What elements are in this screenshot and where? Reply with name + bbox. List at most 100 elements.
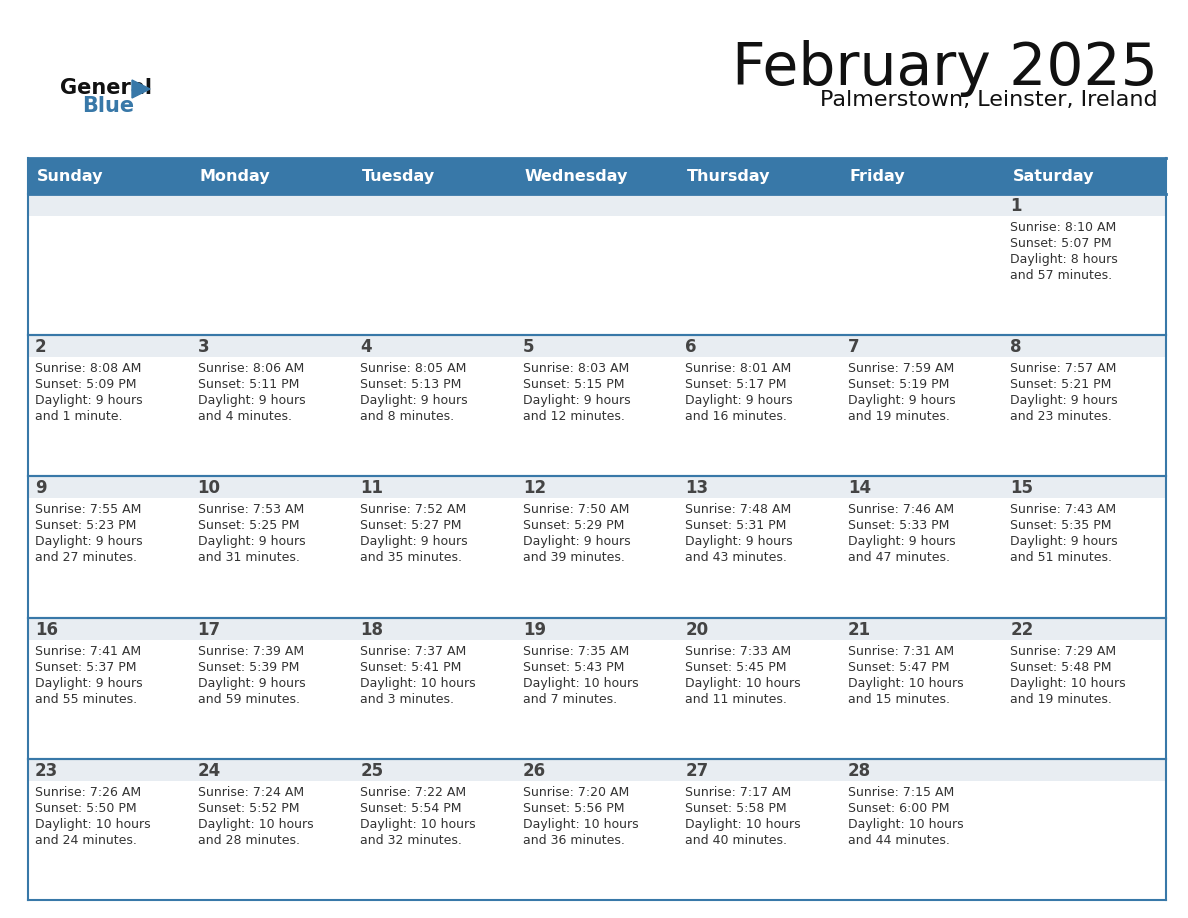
- Text: Daylight: 9 hours: Daylight: 9 hours: [34, 394, 143, 408]
- Text: Blue: Blue: [82, 96, 134, 116]
- Text: Sunrise: 7:55 AM: Sunrise: 7:55 AM: [34, 503, 141, 517]
- Text: Sunset: 5:58 PM: Sunset: 5:58 PM: [685, 801, 786, 815]
- Text: Sunset: 5:54 PM: Sunset: 5:54 PM: [360, 801, 462, 815]
- Bar: [353, 194, 516, 335]
- Text: Sunrise: 7:24 AM: Sunrise: 7:24 AM: [197, 786, 304, 799]
- Text: and 4 minutes.: and 4 minutes.: [197, 410, 291, 423]
- Bar: [678, 476, 841, 498]
- Text: Sunrise: 7:29 AM: Sunrise: 7:29 AM: [1011, 644, 1117, 657]
- Text: and 11 minutes.: and 11 minutes.: [685, 692, 788, 706]
- Text: Sunset: 5:13 PM: Sunset: 5:13 PM: [360, 378, 461, 391]
- Bar: [1004, 335, 1165, 476]
- Text: and 47 minutes.: and 47 minutes.: [848, 552, 950, 565]
- Bar: [29, 335, 190, 476]
- Text: 7: 7: [848, 338, 859, 356]
- Text: Sunrise: 7:57 AM: Sunrise: 7:57 AM: [1011, 363, 1117, 375]
- Bar: [516, 476, 678, 498]
- Text: and 23 minutes.: and 23 minutes.: [1011, 410, 1112, 423]
- Text: Monday: Monday: [200, 169, 270, 184]
- Bar: [678, 618, 841, 759]
- Bar: [841, 194, 1004, 335]
- Bar: [841, 618, 1004, 640]
- Text: Sunrise: 7:35 AM: Sunrise: 7:35 AM: [523, 644, 628, 657]
- Text: and 1 minute.: and 1 minute.: [34, 410, 122, 423]
- Text: 5: 5: [523, 338, 535, 356]
- Bar: [516, 158, 678, 194]
- Bar: [353, 759, 516, 900]
- Text: Sunset: 5:33 PM: Sunset: 5:33 PM: [848, 520, 949, 532]
- Bar: [678, 158, 841, 194]
- Bar: [678, 194, 841, 335]
- Text: Sunrise: 8:08 AM: Sunrise: 8:08 AM: [34, 363, 141, 375]
- Text: and 24 minutes.: and 24 minutes.: [34, 834, 137, 846]
- Text: Sunrise: 7:33 AM: Sunrise: 7:33 AM: [685, 644, 791, 657]
- Text: Sunrise: 7:20 AM: Sunrise: 7:20 AM: [523, 786, 628, 799]
- Text: Daylight: 9 hours: Daylight: 9 hours: [848, 535, 955, 548]
- Bar: [516, 759, 678, 900]
- Bar: [29, 476, 190, 618]
- Text: Daylight: 9 hours: Daylight: 9 hours: [34, 677, 143, 689]
- Bar: [1004, 618, 1165, 759]
- Text: Daylight: 9 hours: Daylight: 9 hours: [685, 535, 792, 548]
- Text: Sunrise: 7:31 AM: Sunrise: 7:31 AM: [848, 644, 954, 657]
- Text: Sunrise: 8:05 AM: Sunrise: 8:05 AM: [360, 363, 467, 375]
- Text: Daylight: 9 hours: Daylight: 9 hours: [523, 394, 631, 408]
- Text: Daylight: 10 hours: Daylight: 10 hours: [523, 818, 638, 831]
- Text: Sunrise: 7:43 AM: Sunrise: 7:43 AM: [1011, 503, 1117, 517]
- Text: 27: 27: [685, 762, 708, 779]
- Text: and 31 minutes.: and 31 minutes.: [197, 552, 299, 565]
- Text: Daylight: 9 hours: Daylight: 9 hours: [360, 394, 468, 408]
- Bar: [29, 759, 190, 900]
- Text: Sunset: 5:17 PM: Sunset: 5:17 PM: [685, 378, 786, 391]
- Bar: [29, 194, 190, 335]
- Text: 4: 4: [360, 338, 372, 356]
- Bar: [353, 335, 516, 476]
- Bar: [678, 618, 841, 640]
- Text: Wednesday: Wednesday: [525, 169, 628, 184]
- Text: Sunset: 5:23 PM: Sunset: 5:23 PM: [34, 520, 137, 532]
- Text: Thursday: Thursday: [688, 169, 771, 184]
- Text: Sunset: 5:35 PM: Sunset: 5:35 PM: [1011, 520, 1112, 532]
- Text: 18: 18: [360, 621, 384, 639]
- Text: 16: 16: [34, 621, 58, 639]
- Text: Sunset: 5:29 PM: Sunset: 5:29 PM: [523, 520, 624, 532]
- Text: Sunrise: 7:39 AM: Sunrise: 7:39 AM: [197, 644, 304, 657]
- Text: Sunset: 5:07 PM: Sunset: 5:07 PM: [1011, 237, 1112, 250]
- Bar: [353, 759, 516, 781]
- Bar: [841, 158, 1004, 194]
- Bar: [678, 194, 841, 216]
- Text: Sunset: 5:45 PM: Sunset: 5:45 PM: [685, 661, 786, 674]
- Text: 24: 24: [197, 762, 221, 779]
- Bar: [516, 194, 678, 335]
- Text: and 27 minutes.: and 27 minutes.: [34, 552, 137, 565]
- Text: Sunset: 5:37 PM: Sunset: 5:37 PM: [34, 661, 137, 674]
- Text: 28: 28: [848, 762, 871, 779]
- Text: and 51 minutes.: and 51 minutes.: [1011, 552, 1112, 565]
- Bar: [190, 476, 353, 618]
- Text: General: General: [61, 78, 152, 98]
- Text: and 40 minutes.: and 40 minutes.: [685, 834, 788, 846]
- Text: and 57 minutes.: and 57 minutes.: [1011, 269, 1112, 282]
- Text: and 12 minutes.: and 12 minutes.: [523, 410, 625, 423]
- Bar: [353, 158, 516, 194]
- Text: 23: 23: [34, 762, 58, 779]
- Text: Sunrise: 7:22 AM: Sunrise: 7:22 AM: [360, 786, 466, 799]
- Text: Sunrise: 7:48 AM: Sunrise: 7:48 AM: [685, 503, 791, 517]
- Bar: [29, 759, 190, 781]
- Text: Sunset: 5:21 PM: Sunset: 5:21 PM: [1011, 378, 1112, 391]
- Text: 1: 1: [1011, 197, 1022, 215]
- Bar: [841, 335, 1004, 476]
- Bar: [353, 335, 516, 357]
- Text: and 16 minutes.: and 16 minutes.: [685, 410, 788, 423]
- Bar: [353, 476, 516, 618]
- Text: Daylight: 9 hours: Daylight: 9 hours: [34, 535, 143, 548]
- Text: Sunset: 6:00 PM: Sunset: 6:00 PM: [848, 801, 949, 815]
- Bar: [841, 194, 1004, 216]
- Text: Daylight: 9 hours: Daylight: 9 hours: [1011, 535, 1118, 548]
- Text: and 19 minutes.: and 19 minutes.: [848, 410, 949, 423]
- Text: and 15 minutes.: and 15 minutes.: [848, 692, 950, 706]
- Text: Daylight: 9 hours: Daylight: 9 hours: [197, 677, 305, 689]
- Text: 13: 13: [685, 479, 708, 498]
- Text: 21: 21: [848, 621, 871, 639]
- Text: Sunset: 5:25 PM: Sunset: 5:25 PM: [197, 520, 299, 532]
